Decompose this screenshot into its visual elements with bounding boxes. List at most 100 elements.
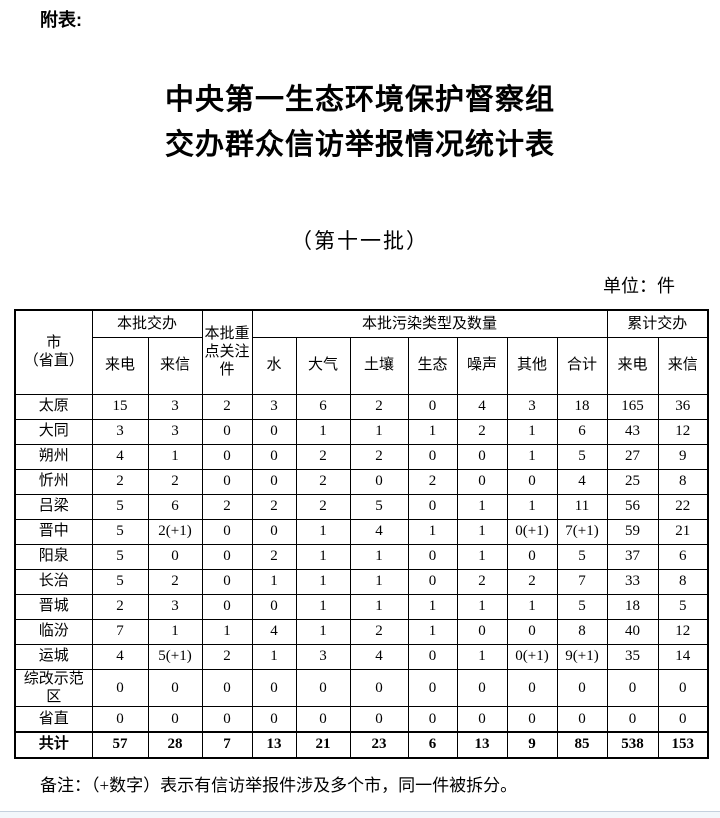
table-cell: 1 bbox=[251, 643, 297, 670]
col-header-key-attention: 本批重点关注件 bbox=[201, 309, 253, 395]
table-row: 吕梁 5 6 2 2 2 5 0 1 1 11 56 22 bbox=[14, 493, 709, 520]
row-city-label: 综改示范区 bbox=[14, 668, 93, 708]
table-cell: 0 bbox=[201, 443, 253, 470]
table-cell: 0 bbox=[407, 668, 458, 708]
table-total-row: 共计 57 28 7 13 21 23 6 13 9 85 538 153 bbox=[14, 730, 709, 759]
col-header-noise: 噪声 bbox=[456, 336, 508, 395]
table-cell: 2 bbox=[251, 493, 297, 520]
table-cell: 0 bbox=[251, 706, 297, 733]
table-cell: 2 bbox=[506, 568, 558, 595]
table-cell: 0 bbox=[251, 593, 297, 620]
table-cell: 1 bbox=[506, 443, 558, 470]
table-cell: 0 bbox=[407, 543, 458, 570]
table-cell: 59 bbox=[606, 518, 659, 545]
table-cell: 25 bbox=[606, 468, 659, 495]
row-city-label: 阳泉 bbox=[14, 543, 93, 570]
table-cell: 5 bbox=[556, 593, 608, 620]
table-cell: 4 bbox=[251, 618, 297, 645]
table-cell: 21 bbox=[295, 730, 351, 759]
table-cell: 0 bbox=[407, 443, 458, 470]
row-city-label: 吕梁 bbox=[14, 493, 93, 520]
table-cell: 2 bbox=[407, 468, 458, 495]
table-row: 朔州 4 1 0 0 2 2 0 0 1 5 27 9 bbox=[14, 443, 709, 470]
table-cell: 1 bbox=[407, 593, 458, 620]
table-row: 太原 15 3 2 3 6 2 0 4 3 18 165 36 bbox=[14, 393, 709, 420]
table-cell: 1 bbox=[456, 518, 508, 545]
table-cell: 0 bbox=[606, 706, 659, 733]
table-cell: 0 bbox=[201, 543, 253, 570]
table-cell: 6 bbox=[407, 730, 458, 759]
table-cell: 1 bbox=[295, 593, 351, 620]
table-row: 晋城 2 3 0 0 1 1 1 1 1 5 18 5 bbox=[14, 593, 709, 620]
table-header: 市 （省直） 本批交办 本批重点关注件 本批污染类型及数量 累计交办 来电 来信… bbox=[14, 309, 709, 395]
table-row: 阳泉 5 0 0 2 1 1 0 1 0 5 37 6 bbox=[14, 543, 709, 570]
table-cell: 0 bbox=[251, 668, 297, 708]
total-row-label: 共计 bbox=[14, 730, 93, 759]
row-city-label: 晋中 bbox=[14, 518, 93, 545]
table-cell: 5 bbox=[556, 543, 608, 570]
table-cell: 14 bbox=[657, 643, 709, 670]
table-cell: 0 bbox=[201, 418, 253, 445]
table-cell: 5 bbox=[91, 493, 149, 520]
table-cell: 1 bbox=[295, 418, 351, 445]
col-header-city-line1: 市 bbox=[46, 334, 62, 351]
table-cell: 2 bbox=[91, 468, 149, 495]
table-cell: 12 bbox=[657, 618, 709, 645]
table-cell: 1 bbox=[456, 643, 508, 670]
table-cell: 1 bbox=[506, 418, 558, 445]
table-row: 综改示范区 0 0 0 0 0 0 0 0 0 0 0 0 bbox=[14, 668, 709, 708]
table-cell: 1 bbox=[456, 493, 508, 520]
table-cell: 0 bbox=[407, 643, 458, 670]
table-cell: 0 bbox=[201, 706, 253, 733]
page-title-line2: 交办群众信访举报情况统计表 bbox=[164, 129, 555, 161]
table-cell: 0(+1) bbox=[506, 518, 558, 545]
table-body: 太原 15 3 2 3 6 2 0 4 3 18 165 36 大同 3 3 0 0 1 1 1 2 1 6 43 12 朔州 4 1 0… bbox=[14, 393, 709, 759]
table-cell: 8 bbox=[556, 618, 608, 645]
table-cell: 3 bbox=[147, 418, 203, 445]
table-cell: 2 bbox=[349, 443, 409, 470]
table-cell: 13 bbox=[456, 730, 508, 759]
table-cell: 2 bbox=[349, 393, 409, 420]
page-bottom-edge bbox=[0, 811, 720, 818]
table-cell: 2 bbox=[349, 618, 409, 645]
row-city-label: 长治 bbox=[14, 568, 93, 595]
table-cell: 0 bbox=[349, 468, 409, 495]
row-city-label: 大同 bbox=[14, 418, 93, 445]
table-cell: 2 bbox=[456, 568, 508, 595]
table-cell: 6 bbox=[556, 418, 608, 445]
col-header-cumulative-letters: 来信 bbox=[657, 336, 709, 395]
table-cell: 6 bbox=[295, 393, 351, 420]
table-cell: 7 bbox=[91, 618, 149, 645]
col-group-pollution-types: 本批污染类型及数量 bbox=[251, 309, 608, 338]
table-cell: 0 bbox=[147, 543, 203, 570]
table-cell: 0 bbox=[251, 443, 297, 470]
col-header-other: 其他 bbox=[506, 336, 558, 395]
table-cell: 5 bbox=[91, 543, 149, 570]
table-row: 大同 3 3 0 0 1 1 1 2 1 6 43 12 bbox=[14, 418, 709, 445]
table-cell: 4 bbox=[91, 443, 149, 470]
table-cell: 1 bbox=[456, 543, 508, 570]
table-cell: 0 bbox=[147, 706, 203, 733]
table-cell: 7(+1) bbox=[556, 518, 608, 545]
table-cell: 3 bbox=[91, 418, 149, 445]
row-city-label: 太原 bbox=[14, 393, 93, 420]
table-cell: 1 bbox=[349, 568, 409, 595]
table-cell: 36 bbox=[657, 393, 709, 420]
table-cell: 2 bbox=[201, 393, 253, 420]
table-cell: 0 bbox=[556, 706, 608, 733]
table-cell: 1 bbox=[251, 568, 297, 595]
table-cell: 5 bbox=[91, 518, 149, 545]
row-city-label: 省直 bbox=[14, 706, 93, 733]
table-cell: 6 bbox=[147, 493, 203, 520]
table-cell: 4 bbox=[349, 518, 409, 545]
table-cell: 8 bbox=[657, 468, 709, 495]
table-cell: 0 bbox=[506, 706, 558, 733]
table-cell: 0 bbox=[506, 618, 558, 645]
table-cell: 2 bbox=[201, 493, 253, 520]
table-cell: 1 bbox=[456, 593, 508, 620]
col-header-subtotal: 合计 bbox=[556, 336, 608, 395]
col-header-calls: 来电 bbox=[91, 336, 149, 395]
table-cell: 0 bbox=[456, 668, 508, 708]
table-row: 省直 0 0 0 0 0 0 0 0 0 0 0 0 bbox=[14, 706, 709, 733]
table-cell: 57 bbox=[91, 730, 149, 759]
